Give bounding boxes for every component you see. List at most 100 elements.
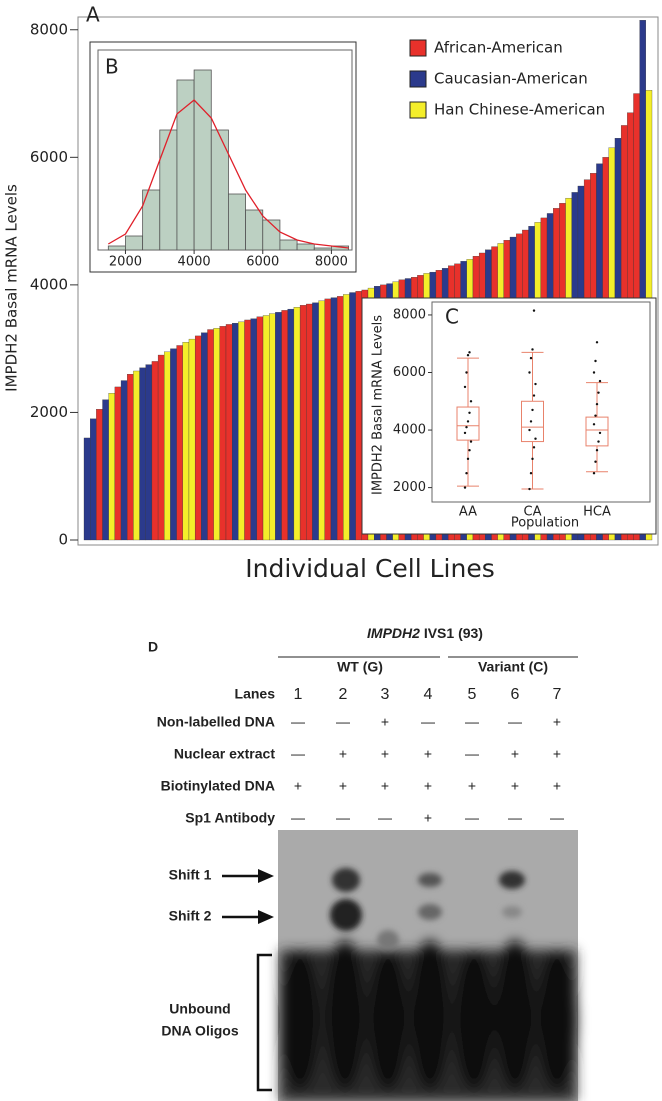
point bbox=[598, 431, 602, 435]
legend-swatch bbox=[409, 39, 427, 57]
legend-label: Han Chinese-American bbox=[434, 101, 605, 119]
bar bbox=[194, 335, 202, 541]
histogram-bar bbox=[279, 239, 298, 251]
point bbox=[531, 348, 534, 351]
row-label: Non-labelled DNA bbox=[157, 714, 275, 730]
condition-mark: — bbox=[421, 714, 435, 730]
x-tick-label: 2000 bbox=[109, 255, 142, 270]
point bbox=[592, 472, 596, 475]
bar bbox=[349, 292, 356, 541]
legend-label: African-American bbox=[434, 39, 563, 57]
bar bbox=[170, 348, 177, 541]
gel-bands bbox=[280, 940, 577, 1101]
point bbox=[529, 472, 533, 475]
condition-mark: + bbox=[424, 810, 432, 826]
y-tick-label: 0 bbox=[58, 531, 68, 549]
point bbox=[594, 414, 597, 417]
histogram-bar bbox=[210, 129, 229, 251]
point bbox=[466, 354, 470, 357]
legend-label: Caucasian-American bbox=[434, 70, 588, 88]
histogram-bar bbox=[176, 79, 195, 251]
point bbox=[529, 356, 533, 360]
arrow-head bbox=[258, 869, 274, 883]
row-label: Lanes bbox=[235, 686, 276, 702]
panel-title: IMPDH2 IVS1 (93) bbox=[367, 625, 483, 641]
condition-mark: + bbox=[553, 746, 561, 762]
point bbox=[466, 457, 470, 461]
condition-mark: — bbox=[465, 810, 479, 826]
y-tick-label: 4000 bbox=[393, 423, 426, 438]
band bbox=[502, 906, 522, 918]
condition-mark: — bbox=[291, 810, 305, 826]
histogram-bar bbox=[107, 245, 126, 251]
histogram-bar bbox=[313, 247, 332, 251]
point bbox=[532, 394, 536, 397]
histogram-bar bbox=[159, 129, 178, 251]
point bbox=[598, 379, 602, 383]
panel-label: D bbox=[148, 639, 158, 655]
lane-number: 7 bbox=[553, 686, 562, 703]
inset-frame bbox=[361, 297, 657, 535]
condition-mark: + bbox=[511, 746, 519, 762]
condition-mark: — bbox=[378, 810, 392, 826]
bar bbox=[250, 318, 258, 541]
bar bbox=[299, 305, 307, 541]
panel-c: 2000 4000 6000 8000 AA CA HCA C IMPDH2 Basal mRN… bbox=[361, 297, 657, 535]
point bbox=[595, 449, 599, 452]
point bbox=[534, 382, 537, 386]
bar bbox=[114, 386, 122, 541]
histogram-bar bbox=[125, 235, 144, 251]
y-tick-label: 2000 bbox=[393, 480, 426, 495]
x-tick-label: 4000 bbox=[178, 255, 211, 270]
condition-mark: + bbox=[339, 778, 347, 794]
condition-mark: — bbox=[465, 714, 479, 730]
point bbox=[463, 431, 467, 435]
bar bbox=[324, 298, 332, 541]
panel-label: C bbox=[445, 305, 459, 329]
band bbox=[368, 950, 408, 1090]
band bbox=[537, 950, 577, 1090]
point bbox=[468, 449, 471, 452]
band bbox=[495, 940, 535, 1090]
point bbox=[463, 486, 467, 489]
condition-mark: + bbox=[424, 746, 432, 762]
point bbox=[595, 341, 599, 344]
point bbox=[468, 351, 471, 354]
y-tick-label: 8000 bbox=[30, 20, 68, 38]
x-tick-label: CA bbox=[524, 505, 542, 520]
bar bbox=[275, 312, 282, 541]
panel-label: A bbox=[86, 3, 100, 27]
point bbox=[529, 420, 533, 423]
bar bbox=[262, 315, 270, 541]
bar bbox=[120, 380, 128, 541]
bar bbox=[157, 354, 165, 541]
gene-name: IMPDH2 bbox=[367, 625, 420, 641]
y-axis-title: IMPDH2 Basal mRNA Levels bbox=[3, 184, 21, 392]
box bbox=[456, 406, 480, 441]
point bbox=[528, 428, 531, 432]
band bbox=[454, 950, 494, 1090]
point bbox=[594, 359, 597, 363]
bar bbox=[343, 294, 350, 541]
bar bbox=[164, 351, 171, 541]
point bbox=[592, 423, 596, 426]
condition-mark: — bbox=[508, 810, 522, 826]
x-axis-title: Population bbox=[511, 516, 579, 531]
legend-swatch bbox=[409, 101, 427, 119]
bar bbox=[83, 437, 91, 541]
bar bbox=[244, 319, 251, 541]
bar bbox=[232, 322, 239, 541]
point bbox=[597, 440, 600, 443]
lane-number: 5 bbox=[468, 686, 477, 703]
point bbox=[465, 425, 468, 429]
x-tick-label: 8000 bbox=[315, 255, 348, 270]
point bbox=[594, 460, 597, 463]
bar bbox=[133, 370, 140, 541]
band bbox=[418, 904, 442, 920]
condition-mark: + bbox=[381, 778, 389, 794]
y-tick-label: 8000 bbox=[393, 307, 426, 322]
shift-label: Shift 2 bbox=[169, 908, 212, 924]
